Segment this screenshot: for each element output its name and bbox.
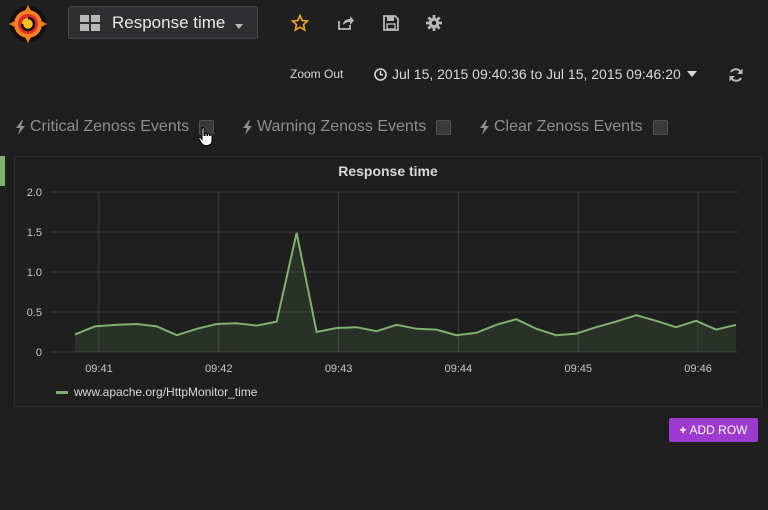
annotation-checkbox[interactable]: [652, 119, 668, 135]
row-handle[interactable]: [0, 156, 5, 186]
y-tick-label: 2.0: [27, 187, 42, 199]
time-range-picker[interactable]: Jul 15, 2015 09:40:36 to Jul 15, 2015 09…: [374, 66, 697, 82]
x-axis-ticks: 09:41 09:42 09:43 09:44 09:45 09:46: [85, 363, 712, 375]
grafana-logo-icon[interactable]: [9, 5, 47, 43]
legend-item[interactable]: www.apache.org/HttpMonitor_time: [56, 385, 257, 399]
annotation-label: Warning Zenoss Events: [257, 118, 427, 135]
series-area: [74, 232, 737, 352]
x-tick-label: 09:45: [564, 363, 592, 375]
x-tick-label: 09:42: [205, 363, 233, 375]
annotation-toggle-warning[interactable]: Warning Zenoss Events: [243, 118, 452, 136]
x-tick-label: 09:44: [445, 363, 473, 375]
clock-icon: [374, 67, 387, 81]
y-tick-label: 0: [36, 347, 42, 359]
graph-grid: [51, 191, 738, 353]
annotation-toggle-clear[interactable]: Clear Zenoss Events: [480, 118, 668, 136]
panel-title[interactable]: Response time: [338, 163, 438, 179]
y-tick-label: 1.5: [27, 227, 42, 239]
chevron-down-icon: [686, 71, 697, 77]
hand-cursor-icon: [198, 126, 213, 146]
add-row-label: ADD ROW: [689, 423, 748, 437]
time-range-label: Jul 15, 2015 09:40:36 to Jul 15, 2015 09…: [392, 66, 681, 82]
zoom-out-button[interactable]: Zoom Out: [290, 67, 344, 81]
y-axis-ticks: 0 0.5 1.0 1.5 2.0: [27, 187, 42, 359]
bolt-icon: [16, 119, 25, 135]
response-time-graph[interactable]: 00.51.01.52.0 09:41 09:42 09:43 09:44 09:45 0…: [15, 157, 761, 406]
x-tick-label: 09:43: [325, 363, 353, 375]
star-icon[interactable]: [291, 14, 309, 32]
legend-label: www.apache.org/HttpMonitor_time: [74, 385, 258, 399]
dashboard-title: Response time: [112, 12, 226, 32]
y-tick-label: 0.5: [27, 307, 42, 319]
graph-panel: Response time 0 0.5 1.0 1.5 2.0 09:41 09:42 09…: [14, 156, 762, 407]
chevron-down-icon: [235, 24, 244, 29]
x-tick-label: 09:46: [684, 363, 712, 375]
bolt-icon: [243, 119, 252, 135]
series-line: [74, 232, 737, 337]
x-tick-label: 09:41: [85, 363, 113, 375]
legend-swatch: [56, 390, 68, 394]
refresh-icon[interactable]: [728, 67, 744, 83]
y-tick-label: 1.0: [27, 267, 42, 279]
annotation-toggle-critical[interactable]: Critical Zenoss Events: [16, 118, 215, 136]
annotation-label: Critical Zenoss Events: [30, 118, 190, 135]
plus-icon: +: [679, 423, 687, 437]
annotation-checkbox[interactable]: [436, 119, 452, 135]
bolt-icon: [480, 119, 489, 135]
save-icon[interactable]: [382, 14, 400, 32]
share-icon[interactable]: [336, 14, 354, 32]
dashboard-picker[interactable]: Response time: [68, 6, 258, 39]
dashboard-grid-icon: [80, 14, 100, 31]
add-row-button[interactable]: + ADD ROW: [669, 418, 758, 442]
annotation-label: Clear Zenoss Events: [494, 118, 643, 135]
gear-icon[interactable]: [425, 14, 443, 32]
